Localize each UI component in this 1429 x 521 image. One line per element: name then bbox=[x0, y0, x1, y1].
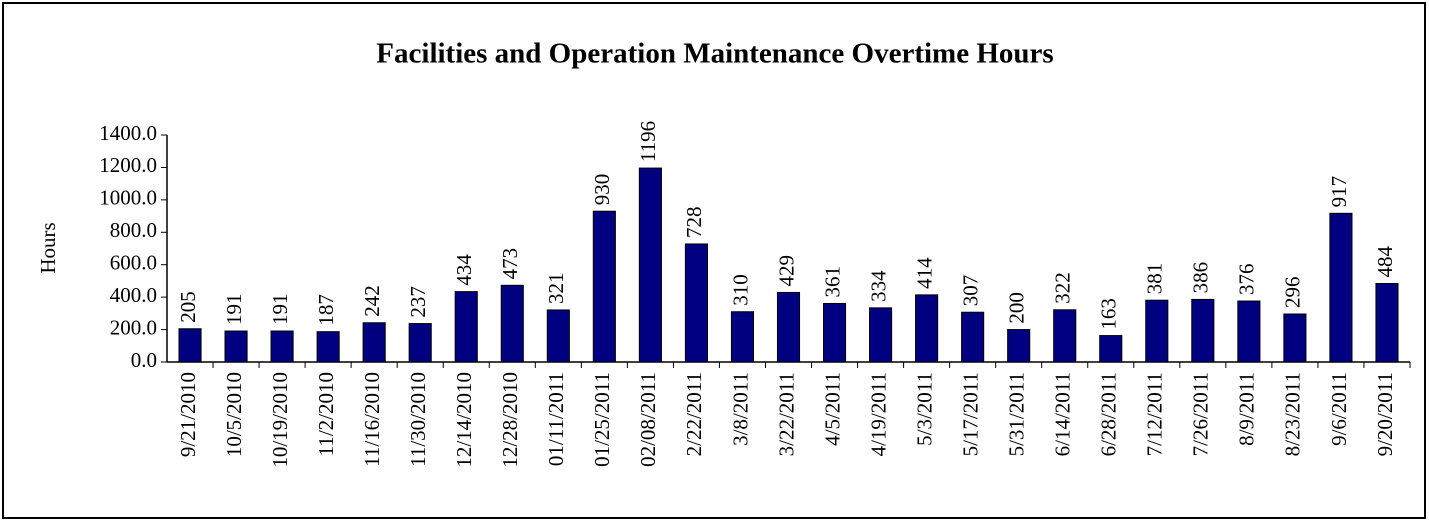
data-label: 1196 bbox=[636, 121, 660, 162]
x-tick-label: 5/17/2011 bbox=[958, 372, 982, 456]
x-tick-label: 7/12/2011 bbox=[1143, 372, 1167, 456]
data-label: 296 bbox=[1281, 277, 1305, 309]
bar bbox=[1007, 329, 1031, 363]
x-tick-label: 10/5/2010 bbox=[222, 372, 246, 457]
y-tick-label: 0.0 bbox=[131, 348, 157, 372]
x-tick-label: 5/31/2011 bbox=[1004, 372, 1028, 456]
x-tick-label: 11/2/2010 bbox=[314, 372, 338, 456]
bar bbox=[1191, 298, 1215, 363]
data-label: 200 bbox=[1004, 292, 1028, 324]
data-label: 434 bbox=[452, 254, 476, 286]
x-tick-label: 10/19/2010 bbox=[268, 372, 292, 468]
data-label: 310 bbox=[728, 274, 752, 306]
data-label: 930 bbox=[590, 174, 614, 206]
bar bbox=[961, 311, 985, 363]
x-tick-label: 02/08/2011 bbox=[636, 372, 660, 467]
x-tick-label: 5/3/2011 bbox=[912, 372, 936, 446]
data-label: 205 bbox=[176, 291, 200, 323]
data-label: 237 bbox=[406, 286, 430, 318]
bar bbox=[362, 322, 386, 363]
data-label: 386 bbox=[1189, 262, 1213, 294]
bar bbox=[224, 330, 248, 363]
data-label: 376 bbox=[1235, 264, 1259, 296]
data-label: 728 bbox=[682, 206, 706, 238]
bar bbox=[1237, 300, 1261, 363]
y-tick-label: 1000.0 bbox=[99, 186, 157, 210]
data-label: 307 bbox=[958, 275, 982, 307]
data-label: 321 bbox=[544, 272, 568, 304]
bar bbox=[1145, 299, 1169, 363]
x-tick-label: 3/22/2011 bbox=[774, 372, 798, 456]
data-label: 917 bbox=[1327, 176, 1351, 208]
x-tick-label: 4/5/2011 bbox=[820, 372, 844, 446]
bar bbox=[776, 291, 801, 363]
bar bbox=[454, 291, 478, 363]
x-tick-label: 01/25/2011 bbox=[590, 372, 614, 467]
data-label: 191 bbox=[268, 294, 292, 326]
bar bbox=[546, 309, 570, 363]
chart-title: Facilities and Operation Maintenance Ove… bbox=[376, 38, 1053, 70]
x-tick-label: 11/16/2010 bbox=[360, 372, 384, 467]
bar bbox=[1053, 309, 1077, 363]
data-label: 361 bbox=[820, 266, 844, 298]
bar bbox=[1099, 335, 1123, 363]
bar bbox=[684, 243, 708, 363]
bar bbox=[1375, 283, 1399, 363]
y-tick-label: 400.0 bbox=[110, 283, 157, 307]
data-label: 473 bbox=[498, 248, 522, 280]
data-label: 187 bbox=[314, 294, 338, 326]
x-tick-label: 12/14/2010 bbox=[452, 372, 476, 468]
data-label: 322 bbox=[1051, 272, 1075, 304]
data-label: 414 bbox=[912, 257, 936, 289]
x-tick-label: 6/28/2011 bbox=[1097, 372, 1121, 456]
bar bbox=[730, 311, 755, 363]
y-tick-label: 600.0 bbox=[110, 251, 157, 275]
x-tick-label: 7/26/2011 bbox=[1189, 372, 1213, 456]
data-label: 163 bbox=[1097, 298, 1121, 330]
y-axis-label: Hours bbox=[36, 222, 60, 273]
data-label: 191 bbox=[222, 294, 246, 326]
x-tick-label: 01/11/2011 bbox=[544, 372, 568, 466]
data-label: 242 bbox=[360, 285, 384, 317]
y-tick-label: 1400.0 bbox=[99, 121, 157, 145]
bar bbox=[316, 331, 340, 363]
y-tick-label: 200.0 bbox=[110, 315, 157, 339]
x-tick-label: 6/14/2011 bbox=[1051, 372, 1075, 456]
bar bbox=[1283, 313, 1307, 363]
bar bbox=[638, 167, 662, 363]
bar bbox=[408, 323, 432, 363]
x-tick-label: 9/6/2011 bbox=[1327, 372, 1351, 446]
data-label: 381 bbox=[1143, 263, 1167, 295]
y-tick-label: 1200.0 bbox=[99, 153, 157, 177]
x-tick-label: 11/30/2010 bbox=[406, 372, 430, 467]
bar bbox=[822, 302, 847, 363]
x-tick-label: 4/19/2011 bbox=[866, 372, 890, 456]
bar bbox=[869, 307, 893, 363]
data-label: 484 bbox=[1373, 246, 1397, 278]
bar bbox=[270, 330, 294, 363]
y-tick-label: 800.0 bbox=[110, 218, 157, 242]
x-tick-label: 3/8/2011 bbox=[728, 372, 752, 446]
x-tick-label: 9/20/2011 bbox=[1373, 372, 1397, 456]
data-label: 334 bbox=[866, 270, 890, 302]
x-tick-label: 12/28/2010 bbox=[498, 372, 522, 468]
x-tick-label: 2/22/2011 bbox=[682, 372, 706, 456]
bar bbox=[592, 210, 616, 363]
x-tick-label: 8/23/2011 bbox=[1281, 372, 1305, 456]
bar bbox=[1329, 212, 1353, 363]
x-tick-label: 9/21/2010 bbox=[176, 372, 200, 457]
bar bbox=[178, 328, 202, 363]
bar bbox=[500, 284, 524, 363]
data-label: 429 bbox=[774, 255, 798, 287]
bar bbox=[915, 294, 939, 363]
x-tick-label: 8/9/2011 bbox=[1235, 372, 1259, 446]
